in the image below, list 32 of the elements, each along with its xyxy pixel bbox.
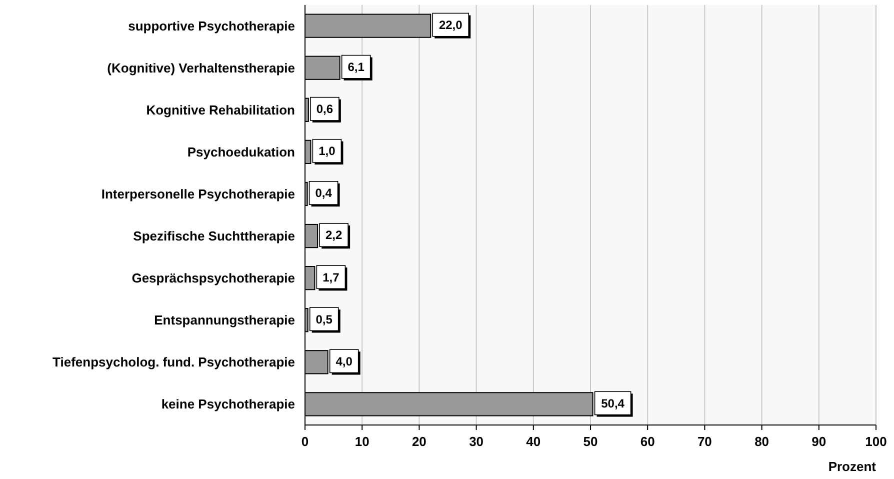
y-tick-label: Psychoedukation (187, 144, 296, 160)
y-tick-label: supportive Psychotherapie (128, 18, 295, 34)
x-tick-label: 70 (697, 434, 712, 449)
data-label: 4,0 (336, 354, 353, 368)
x-tick-label: 100 (865, 434, 887, 449)
y-tick-label: Gesprächspsychotherapie (132, 270, 295, 286)
y-tick-label: Spezifische Suchttherapie (133, 228, 295, 244)
x-tick-label: 50 (583, 434, 598, 449)
x-axis-title: Prozent (828, 459, 877, 474)
y-tick-label: Interpersonelle Psychotherapie (101, 186, 295, 202)
data-label: 1,0 (318, 144, 336, 158)
data-label: 0,6 (316, 102, 334, 116)
x-tick-label: 20 (412, 434, 426, 449)
data-label: 6,1 (348, 60, 365, 74)
x-tick-label: 60 (640, 434, 655, 449)
data-label: 22,0 (438, 18, 463, 32)
data-label: 1,7 (322, 270, 340, 284)
y-tick-label: keine Psychotherapie (161, 396, 295, 412)
y-tick-label: Tiefenpsycholog. fund. Psychotherapie (52, 354, 295, 370)
x-tick-label: 10 (354, 434, 370, 449)
x-tick-label: 40 (526, 434, 541, 449)
x-tick-label: 30 (469, 434, 484, 449)
data-label: 0,4 (315, 186, 332, 200)
data-label: 50,4 (601, 396, 625, 410)
data-label: 0,5 (316, 312, 333, 326)
x-tick-label: 0 (301, 434, 309, 449)
y-tick-label: Entspannungstherapie (154, 312, 295, 328)
y-tick-label: (Kognitive) Verhaltenstherapie (107, 60, 295, 76)
x-tick-label: 80 (754, 434, 770, 449)
data-label: 2,2 (325, 228, 342, 242)
y-tick-label: Kognitive Rehabilitation (146, 102, 296, 118)
x-tick-label: 90 (812, 434, 826, 449)
